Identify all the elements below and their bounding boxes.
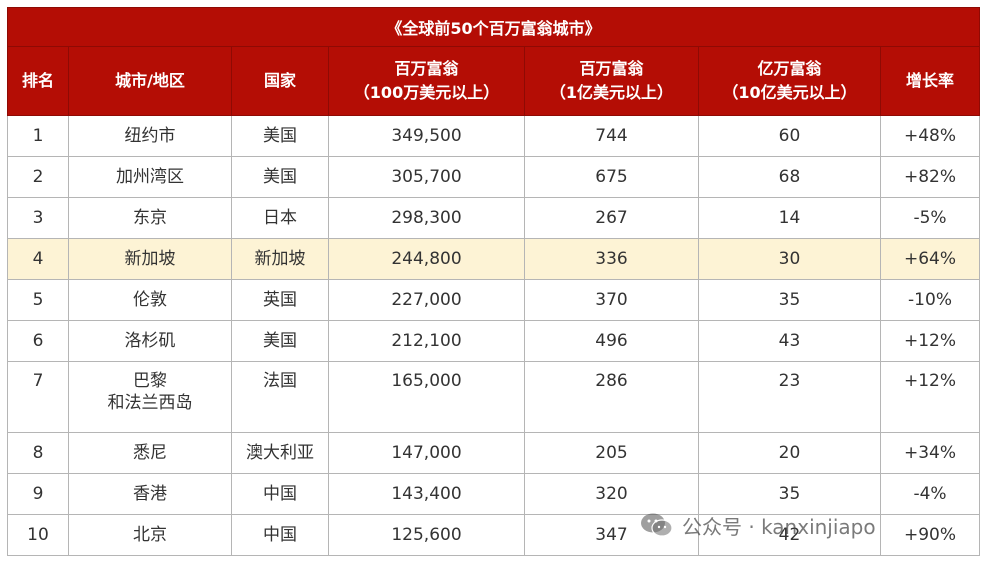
header-country: 国家	[231, 46, 329, 116]
cell-billion: 60	[698, 115, 881, 157]
header-millionaires-line1: 百万富翁	[394, 59, 459, 78]
cell-millionaires: 165,000	[328, 361, 525, 433]
cell-city: 加州湾区	[68, 156, 232, 198]
cell-billion: 14	[698, 197, 881, 239]
cell-billion: 68	[698, 156, 881, 198]
cell-growth: +90%	[879, 514, 981, 556]
cell-centi: 496	[524, 320, 699, 362]
cell-millionaires: 298,300	[328, 197, 525, 239]
cell-growth: +34%	[879, 432, 981, 474]
cell-centi: 347	[524, 514, 699, 556]
cell-billion: 30	[698, 238, 881, 280]
table-row: 10 北京 中国 125,600 347 42 +90%	[7, 514, 981, 556]
header-centi-line2: （1亿美元以上）	[549, 83, 674, 102]
cell-growth: +12%	[879, 361, 981, 433]
cell-growth: -10%	[879, 279, 981, 321]
cell-growth: +12%	[879, 320, 981, 362]
header-millionaires: 百万富翁 （100万美元以上）	[328, 46, 525, 116]
cell-billion: 35	[698, 473, 881, 515]
cell-rank: 4	[7, 238, 69, 280]
cell-billion: 35	[698, 279, 881, 321]
cell-rank: 2	[7, 156, 69, 198]
cell-centi: 205	[524, 432, 699, 474]
header-rank: 排名	[7, 46, 69, 116]
cell-country: 新加坡	[231, 238, 329, 280]
table-title: 《全球前50个百万富翁城市》	[6, 7, 981, 47]
cell-millionaires: 305,700	[328, 156, 525, 198]
cell-country: 美国	[231, 156, 329, 198]
cell-rank: 5	[7, 279, 69, 321]
cell-growth: -5%	[879, 197, 981, 239]
cell-country: 中国	[231, 473, 329, 515]
cell-billion: 43	[698, 320, 881, 362]
cell-billion: 42	[698, 514, 881, 556]
cell-city: 悉尼	[68, 432, 232, 474]
header-growth: 增长率	[879, 46, 981, 116]
header-millionaires-line2: （100万美元以上）	[353, 83, 500, 102]
cell-centi: 675	[524, 156, 699, 198]
rankings-table-container: 《全球前50个百万富翁城市》 排名 城市/地区 国家 百万富翁 （100万美元以…	[6, 7, 981, 556]
cell-growth: +64%	[879, 238, 981, 280]
cell-rank: 8	[7, 432, 69, 474]
cell-centi: 336	[524, 238, 699, 280]
table-row: 6 洛杉矶 美国 212,100 496 43 +12%	[7, 320, 981, 362]
table-row: 9 香港 中国 143,400 320 35 -4%	[7, 473, 981, 515]
cell-city: 香港	[68, 473, 232, 515]
cell-centi: 320	[524, 473, 699, 515]
cell-city: 巴黎 和法兰西岛	[68, 361, 232, 433]
cell-country: 美国	[231, 320, 329, 362]
cell-city: 伦敦	[68, 279, 232, 321]
cell-billion: 20	[698, 432, 881, 474]
cell-centi: 286	[524, 361, 699, 433]
cell-city: 洛杉矶	[68, 320, 232, 362]
table-row: 7 巴黎 和法兰西岛 法国 165,000 286 23 +12%	[7, 361, 981, 433]
cell-country: 法国	[231, 361, 329, 433]
cell-city: 纽约市	[68, 115, 232, 157]
table-row-highlighted: 4 新加坡 新加坡 244,800 336 30 +64%	[7, 238, 981, 280]
cell-centi: 370	[524, 279, 699, 321]
header-centi-millionaires: 百万富翁 （1亿美元以上）	[524, 46, 699, 116]
table-row: 5 伦敦 英国 227,000 370 35 -10%	[7, 279, 981, 321]
cell-growth: +82%	[879, 156, 981, 198]
cell-rank: 7	[7, 361, 69, 433]
cell-millionaires: 143,400	[328, 473, 525, 515]
cell-millionaires: 147,000	[328, 432, 525, 474]
cell-country: 澳大利亚	[231, 432, 329, 474]
cell-growth: +48%	[879, 115, 981, 157]
cell-billion: 23	[698, 361, 881, 433]
millionaire-cities-table: 《全球前50个百万富翁城市》 排名 城市/地区 国家 百万富翁 （100万美元以…	[6, 7, 981, 556]
cell-millionaires: 212,100	[328, 320, 525, 362]
cell-millionaires: 227,000	[328, 279, 525, 321]
cell-country: 英国	[231, 279, 329, 321]
cell-rank: 3	[7, 197, 69, 239]
cell-city-line1: 巴黎	[133, 371, 167, 391]
header-city: 城市/地区	[68, 46, 232, 116]
table-row: 1 纽约市 美国 349,500 744 60 +48%	[7, 115, 981, 157]
cell-city-line2: 和法兰西岛	[107, 393, 193, 413]
table-row: 8 悉尼 澳大利亚 147,000 205 20 +34%	[7, 432, 981, 474]
cell-rank: 10	[7, 514, 69, 556]
table-row: 2 加州湾区 美国 305,700 675 68 +82%	[7, 156, 981, 198]
header-billion-line1: 亿万富翁	[757, 59, 822, 78]
cell-rank: 9	[7, 473, 69, 515]
cell-city: 新加坡	[68, 238, 232, 280]
cell-millionaires: 244,800	[328, 238, 525, 280]
cell-centi: 744	[524, 115, 699, 157]
header-billion-line2: （10亿美元以上）	[722, 83, 857, 102]
table-row: 3 东京 日本 298,300 267 14 -5%	[7, 197, 981, 239]
cell-rank: 6	[7, 320, 69, 362]
cell-rank: 1	[7, 115, 69, 157]
cell-city: 东京	[68, 197, 232, 239]
cell-city: 北京	[68, 514, 232, 556]
cell-growth: -4%	[879, 473, 981, 515]
cell-millionaires: 125,600	[328, 514, 525, 556]
cell-country: 美国	[231, 115, 329, 157]
header-row: 排名 城市/地区 国家 百万富翁 （100万美元以上） 百万富翁 （1亿美元以上…	[7, 46, 981, 116]
header-centi-line1: 百万富翁	[579, 59, 644, 78]
cell-country: 中国	[231, 514, 329, 556]
cell-centi: 267	[524, 197, 699, 239]
header-billionaires: 亿万富翁 （10亿美元以上）	[698, 46, 881, 116]
cell-millionaires: 349,500	[328, 115, 525, 157]
cell-country: 日本	[231, 197, 329, 239]
